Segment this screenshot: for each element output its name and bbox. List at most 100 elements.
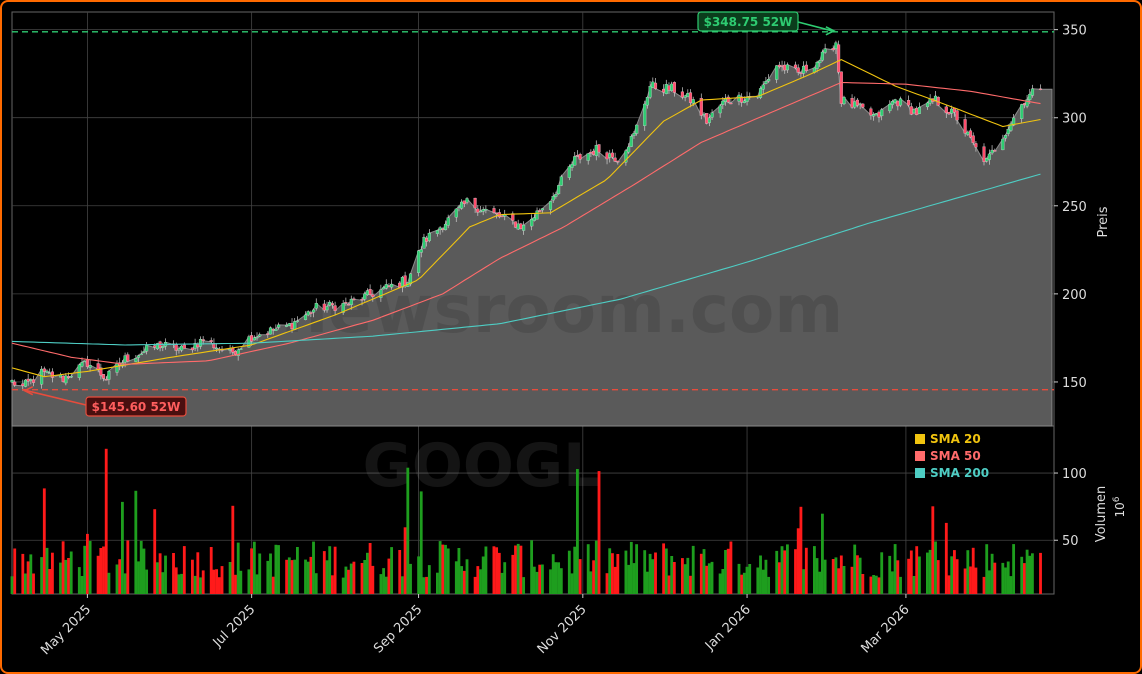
volume-bar (304, 559, 307, 594)
candle-body (592, 150, 596, 155)
candle-body (729, 102, 733, 105)
candle-body (462, 200, 466, 204)
candle-body (134, 358, 138, 362)
volume-bar (196, 552, 200, 594)
volume-bar (535, 571, 539, 594)
candle-body (271, 328, 275, 331)
candle-body (293, 321, 297, 330)
legend-label-sma20: SMA 20 (930, 432, 981, 446)
volume-bar (156, 562, 159, 594)
volume-bar (616, 554, 620, 594)
candle-body (608, 153, 612, 158)
candle-body (777, 64, 781, 67)
candle-body (699, 98, 703, 116)
x-tick-label: Jan 2026 (702, 602, 754, 654)
candle-body (877, 111, 881, 118)
candle-body (632, 132, 636, 136)
volume-bar (842, 566, 846, 594)
volume-bar (893, 544, 897, 594)
volume-bar (96, 555, 100, 594)
volume-bar (59, 562, 62, 594)
volume-bar (635, 544, 639, 594)
candle-body (295, 320, 299, 322)
candle-body (233, 351, 238, 355)
volume-bar (780, 546, 784, 594)
candle-body (605, 152, 609, 160)
candle-body (874, 113, 878, 116)
candle-body (888, 103, 892, 112)
volume-bar (861, 574, 865, 594)
candle-body (1009, 123, 1013, 131)
volume-bar (1023, 563, 1026, 594)
low-52w-label: $145.60 52W (92, 400, 181, 414)
candle-body (85, 359, 89, 367)
volume-bar (850, 566, 854, 594)
volume-bar (293, 559, 297, 594)
candle-body (50, 371, 54, 378)
volume-bar (153, 509, 157, 594)
volume-bar (629, 541, 633, 594)
volume-bar (721, 569, 725, 594)
volume-bar (710, 561, 714, 594)
candle-body (69, 376, 73, 378)
candle-body (363, 293, 367, 300)
volume-bar (745, 566, 749, 594)
volume-bar (1004, 567, 1007, 594)
legend-label-sma200: SMA 200 (930, 466, 989, 480)
volume-bar (681, 558, 684, 594)
volume-bar (511, 554, 515, 594)
volume-bar (796, 528, 800, 594)
candle-body (29, 379, 33, 381)
volume-bar (724, 550, 727, 594)
candle-body (522, 224, 526, 231)
volume-bar (834, 557, 838, 594)
candle-body (303, 314, 308, 320)
volume-bar (974, 567, 978, 594)
volume-bar (1025, 549, 1029, 594)
volume-bar (899, 576, 902, 594)
candle-body (1003, 135, 1008, 139)
volume-bar (69, 551, 73, 594)
candle-body (548, 201, 553, 210)
candle-body (478, 210, 483, 213)
volume-bar (271, 576, 275, 594)
volume-bar (503, 562, 507, 594)
candle-body (360, 299, 364, 301)
candle-body (250, 335, 254, 342)
volume-bar (325, 560, 329, 594)
volume-bar (686, 557, 690, 594)
candle-body (500, 215, 504, 217)
candle-body (538, 210, 542, 212)
volume-bar (683, 564, 687, 594)
candle-body (142, 351, 146, 353)
candle-body (287, 323, 291, 326)
candle-body (896, 100, 900, 107)
candle-body (594, 145, 598, 156)
volume-axis-label: Volumen (1094, 486, 1109, 543)
candle-body (842, 96, 846, 105)
candle-body (228, 348, 232, 351)
volume-bar (158, 553, 162, 594)
volume-bar (403, 527, 407, 594)
candle-body (688, 92, 693, 103)
volume-bar (691, 545, 695, 594)
volume-bar (982, 576, 986, 594)
volume-bar (368, 543, 372, 594)
candle-body (662, 88, 666, 93)
volume-bar (182, 546, 186, 594)
candle-body (446, 217, 450, 226)
candle-body (333, 305, 337, 311)
candle-body (855, 99, 859, 106)
volume-bar (934, 541, 937, 594)
volume-bar (971, 547, 975, 594)
candle-body (145, 345, 149, 352)
volume-bar (559, 568, 563, 594)
volume-multiplier: 106 (1112, 496, 1127, 517)
volume-bar (729, 541, 733, 594)
volume-bar (907, 558, 911, 594)
volume-bar (312, 541, 315, 594)
candle-body (209, 340, 213, 342)
candle-body (104, 379, 108, 381)
volume-bar (349, 563, 353, 594)
candle-body (266, 333, 270, 335)
